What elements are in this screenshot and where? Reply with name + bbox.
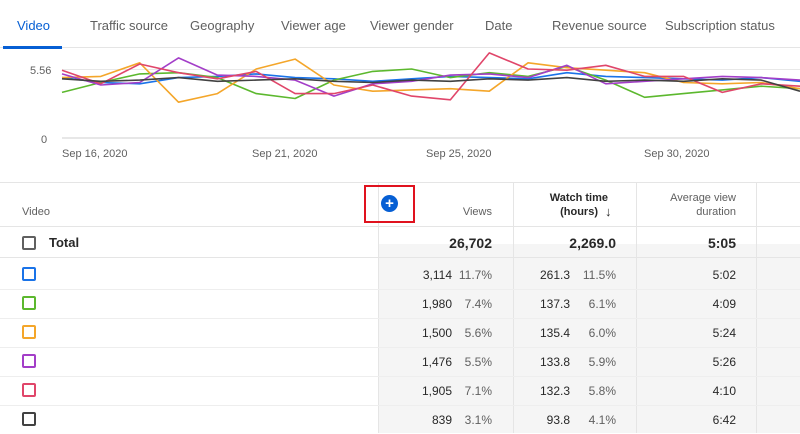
tab-viewer-gender[interactable]: Viewer gender [370, 18, 454, 33]
metrics-background [378, 244, 800, 433]
row-divider [0, 376, 800, 377]
series-line-5 [61, 76, 800, 92]
table-row: 1,476 5.5% 133.8 5.9% 5:26 [0, 347, 800, 376]
row-views-percent: 7.4% [464, 297, 492, 311]
x-tick-label: Sep 21, 2020 [252, 148, 318, 160]
column-header-watch-time-unit: (hours) [560, 206, 598, 218]
row-views: 3,114 [422, 268, 452, 282]
total-checkbox[interactable] [22, 236, 36, 250]
tab-subscription-status[interactable]: Subscription status [665, 18, 775, 33]
table-row: 1,980 7.4% 137.3 6.1% 4:09 [0, 289, 800, 318]
table-row: 839 3.1% 93.8 4.1% 6:42 [0, 405, 800, 434]
row-average-duration: 6:42 [712, 413, 736, 427]
row-watch-time: 135.4 [539, 326, 570, 340]
row-watch-time: 133.8 [539, 355, 570, 369]
row-watch-time: 261.3 [539, 268, 570, 282]
row-divider [0, 318, 800, 319]
total-average-duration: 5:05 [707, 235, 736, 251]
total-views: 26,702 [449, 235, 492, 251]
row-average-duration: 5:26 [712, 355, 736, 369]
row-watch-time: 93.8 [546, 413, 570, 427]
video-metrics-table: Video + Views Watch time (hours) ↓ Avera… [0, 182, 800, 434]
row-views-percent: 3.1% [464, 413, 492, 427]
column-divider [378, 183, 379, 433]
x-tick-label: Sep 16, 2020 [62, 148, 128, 160]
row-views: 1,905 [421, 384, 452, 398]
line-chart: 5.56 0 Sep 16, 2020 Sep 21, 2020 Sep 25,… [0, 48, 800, 182]
series-line-4 [61, 52, 800, 101]
row-views-percent: 5.6% [464, 326, 492, 340]
column-header-watch-time[interactable]: Watch time [549, 192, 608, 204]
column-header-average-view-duration-2: duration [696, 206, 736, 218]
row-average-duration: 4:10 [712, 384, 736, 398]
tab-geography[interactable]: Geography [190, 18, 255, 33]
column-header-average-view-duration[interactable]: Average view [670, 192, 736, 204]
table-row: 1,905 7.1% 132.3 5.8% 4:10 [0, 376, 800, 405]
column-header-video: Video [22, 206, 50, 218]
tab-video[interactable]: Video [2, 0, 63, 49]
tab-traffic-source[interactable]: Traffic source [90, 18, 169, 33]
row-divider [0, 289, 800, 290]
tab-viewer-age[interactable]: Viewer age [281, 18, 346, 33]
add-metric-icon[interactable]: + [381, 195, 398, 212]
dimension-tabs: Video Traffic source Geography Viewer ag… [0, 0, 800, 49]
row-divider [0, 405, 800, 406]
total-label: Total [49, 235, 80, 250]
row-divider [0, 347, 800, 348]
column-divider [513, 183, 514, 433]
chart-canvas [61, 52, 800, 139]
x-tick-label: Sep 30, 2020 [644, 148, 710, 160]
row-views-percent: 7.1% [464, 384, 492, 398]
row-watch-time-percent: 5.8% [588, 384, 616, 398]
column-divider [756, 183, 757, 433]
row-views-percent: 5.5% [464, 355, 492, 369]
y-tick-label: 5.56 [30, 65, 52, 77]
tab-date[interactable]: Date [485, 18, 513, 33]
row-checkbox[interactable] [22, 354, 36, 368]
row-average-duration: 5:02 [712, 268, 736, 282]
series-line-3 [61, 57, 800, 97]
row-checkbox[interactable] [22, 383, 36, 397]
row-watch-time-percent: 4.1% [588, 413, 616, 427]
row-checkbox[interactable] [22, 267, 36, 281]
row-average-duration: 5:24 [712, 326, 736, 340]
column-divider [636, 183, 637, 433]
row-checkbox[interactable] [22, 325, 36, 339]
y-tick-label: 0 [41, 134, 48, 146]
row-views: 1,980 [421, 297, 452, 311]
table-row: 1,500 5.6% 135.4 6.0% 5:24 [0, 318, 800, 347]
row-watch-time: 137.3 [539, 297, 570, 311]
sort-down-icon[interactable]: ↓ [605, 204, 612, 219]
row-views: 839 [431, 413, 452, 427]
row-watch-time-percent: 6.1% [588, 297, 616, 311]
column-header-views[interactable]: Views [462, 206, 492, 218]
total-watch-time: 2,269.0 [569, 235, 616, 251]
row-watch-time-percent: 5.9% [588, 355, 616, 369]
row-views: 1,476 [421, 355, 452, 369]
row-watch-time-percent: 11.5% [582, 268, 616, 282]
add-metric-highlight: + [364, 185, 415, 223]
row-watch-time-percent: 6.0% [588, 326, 616, 340]
x-tick-label: Sep 25, 2020 [426, 148, 492, 160]
table-row-total: Total 26,702 2,269.0 5:05 [0, 226, 800, 258]
tab-revenue-source[interactable]: Revenue source [552, 18, 647, 33]
row-views: 1,500 [421, 326, 452, 340]
row-checkbox[interactable] [22, 412, 36, 426]
row-views-percent: 11.7% [458, 268, 492, 282]
row-watch-time: 132.3 [539, 384, 570, 398]
table-row: 3,114 11.7% 261.3 11.5% 5:02 [0, 260, 800, 289]
row-checkbox[interactable] [22, 296, 36, 310]
row-average-duration: 4:09 [712, 297, 736, 311]
